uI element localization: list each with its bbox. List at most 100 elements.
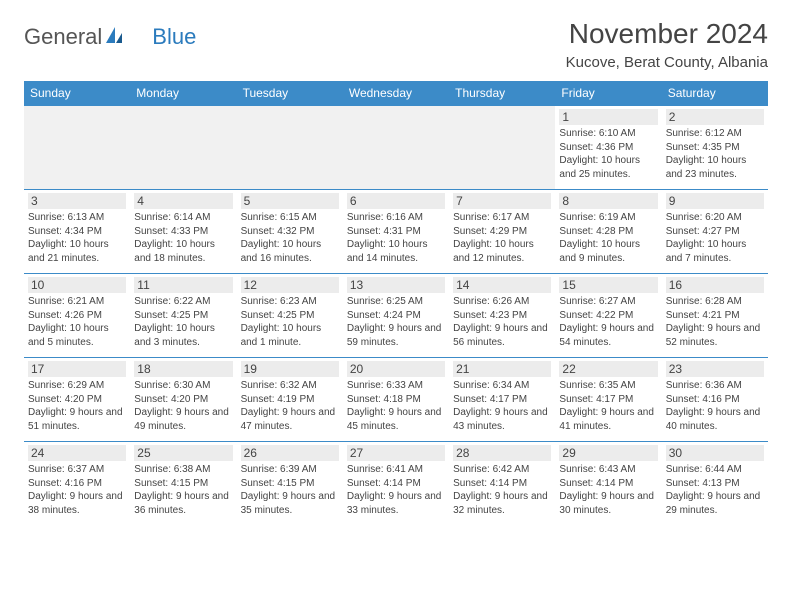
calendar-day: 30 Sunrise: 6:44 AMSunset: 4:13 PMDayligh…: [662, 442, 768, 526]
day-details: Sunrise: 6:36 AMSunset: 4:16 PMDaylight:…: [666, 379, 764, 433]
calendar-day: 12 Sunrise: 6:23 AMSunset: 4:25 PMDayligh…: [237, 274, 343, 358]
day-details: Sunrise: 6:25 AMSunset: 4:24 PMDaylight:…: [347, 295, 445, 349]
calendar-day: 1 Sunrise: 6:10 AMSunset: 4:36 PMDaylight…: [555, 106, 661, 190]
calendar-day: 19Sunrise: 6:32 AMSunset: 4:19 PMDayligh…: [237, 358, 343, 442]
calendar-day: 9Sunrise: 6:20 AMSunset: 4:27 PMDaylight…: [662, 190, 768, 274]
day-details: Sunrise: 6:13 AMSunset: 4:34 PMDaylight:…: [28, 211, 126, 265]
day-header: Sunday: [24, 81, 130, 106]
calendar-day: 20 Sunrise: 6:33 AMSunset: 4:18 PMDayligh…: [343, 358, 449, 442]
day-number: 11: [134, 277, 232, 293]
location: Kucove, Berat County, Albania: [566, 54, 768, 71]
day-number: 29: [559, 445, 657, 461]
calendar-day: 21 Sunrise: 6:34 AMSunset: 4:17 PMDayligh…: [449, 358, 555, 442]
calendar-week: 10 Sunrise: 6:21 AMSunset: 4:26 PMDayligh…: [24, 274, 768, 358]
calendar-week: 24 Sunrise: 6:37 AMSunset: 4:16 PMDayligh…: [24, 442, 768, 526]
sail-icon: [104, 25, 126, 50]
day-header: Wednesday: [343, 81, 449, 106]
day-number: 1: [559, 109, 657, 125]
day-details: Sunrise: 6:38 AMSunset: 4:15 PMDaylight:…: [134, 463, 232, 517]
empty-day: [343, 106, 449, 190]
day-details: Sunrise: 6:43 AMSunset: 4:14 PMDaylight:…: [559, 463, 657, 517]
day-details: Sunrise: 6:19 AMSunset: 4:28 PMDaylight:…: [559, 211, 657, 265]
day-number: 16: [666, 277, 764, 293]
calendar-day: 3Sunrise: 6:13 AMSunset: 4:34 PMDaylight…: [24, 190, 130, 274]
day-number: 2: [666, 109, 764, 125]
day-header: Thursday: [449, 81, 555, 106]
calendar-day: 4 Sunrise: 6:14 AMSunset: 4:33 PMDaylight…: [130, 190, 236, 274]
calendar-day: 10 Sunrise: 6:21 AMSunset: 4:26 PMDayligh…: [24, 274, 130, 358]
title-block: November 2024 Kucove, Berat County, Alba…: [566, 18, 768, 71]
calendar-day: 27 Sunrise: 6:41 AMSunset: 4:14 PMDayligh…: [343, 442, 449, 526]
day-details: Sunrise: 6:34 AMSunset: 4:17 PMDaylight:…: [453, 379, 551, 433]
day-details: Sunrise: 6:26 AMSunset: 4:23 PMDaylight:…: [453, 295, 551, 349]
calendar-day: 18 Sunrise: 6:30 AMSunset: 4:20 PMDayligh…: [130, 358, 236, 442]
day-details: Sunrise: 6:14 AMSunset: 4:33 PMDaylight:…: [134, 211, 232, 265]
logo: General Blue: [24, 24, 196, 50]
calendar-day: 5Sunrise: 6:15 AMSunset: 4:32 PMDaylight…: [237, 190, 343, 274]
day-details: Sunrise: 6:22 AMSunset: 4:25 PMDaylight:…: [134, 295, 232, 349]
calendar-day: 29 Sunrise: 6:43 AMSunset: 4:14 PMDayligh…: [555, 442, 661, 526]
empty-day: [24, 106, 130, 190]
month-title: November 2024: [566, 18, 768, 50]
empty-day: [130, 106, 236, 190]
day-details: Sunrise: 6:27 AMSunset: 4:22 PMDaylight:…: [559, 295, 657, 349]
day-number: 14: [453, 277, 551, 293]
calendar-day: 25 Sunrise: 6:38 AMSunset: 4:15 PMDayligh…: [130, 442, 236, 526]
day-number: 24: [28, 445, 126, 461]
logo-text-general: General: [24, 24, 102, 50]
header: General Blue November 2024 Kucove, Berat…: [24, 18, 768, 71]
day-number: 23: [666, 361, 764, 377]
day-number: 12: [241, 277, 339, 293]
day-details: Sunrise: 6:16 AMSunset: 4:31 PMDaylight:…: [347, 211, 445, 265]
calendar-day: 23 Sunrise: 6:36 AMSunset: 4:16 PMDayligh…: [662, 358, 768, 442]
day-number: 6: [347, 193, 445, 209]
day-details: Sunrise: 6:32 AMSunset: 4:19 PMDaylight:…: [241, 379, 339, 433]
calendar-day: 15Sunrise: 6:27 AMSunset: 4:22 PMDayligh…: [555, 274, 661, 358]
day-details: Sunrise: 6:35 AMSunset: 4:17 PMDaylight:…: [559, 379, 657, 433]
day-number: 10: [28, 277, 126, 293]
logo-text-blue: Blue: [152, 24, 196, 50]
day-number: 4: [134, 193, 232, 209]
calendar-day: 11 Sunrise: 6:22 AMSunset: 4:25 PMDayligh…: [130, 274, 236, 358]
day-number: 20: [347, 361, 445, 377]
calendar-day: 6 Sunrise: 6:16 AMSunset: 4:31 PMDaylight…: [343, 190, 449, 274]
calendar-day: 28 Sunrise: 6:42 AMSunset: 4:14 PMDayligh…: [449, 442, 555, 526]
day-details: Sunrise: 6:29 AMSunset: 4:20 PMDaylight:…: [28, 379, 126, 433]
day-header: Tuesday: [237, 81, 343, 106]
day-header: Friday: [555, 81, 661, 106]
day-details: Sunrise: 6:33 AMSunset: 4:18 PMDaylight:…: [347, 379, 445, 433]
day-details: Sunrise: 6:12 AMSunset: 4:35 PMDaylight:…: [666, 127, 764, 181]
day-number: 26: [241, 445, 339, 461]
day-number: 9: [666, 193, 764, 209]
day-number: 17: [28, 361, 126, 377]
day-details: Sunrise: 6:41 AMSunset: 4:14 PMDaylight:…: [347, 463, 445, 517]
calendar-week: 3Sunrise: 6:13 AMSunset: 4:34 PMDaylight…: [24, 190, 768, 274]
day-details: Sunrise: 6:21 AMSunset: 4:26 PMDaylight:…: [28, 295, 126, 349]
day-details: Sunrise: 6:42 AMSunset: 4:14 PMDaylight:…: [453, 463, 551, 517]
calendar-day: 26Sunrise: 6:39 AMSunset: 4:15 PMDayligh…: [237, 442, 343, 526]
day-number: 7: [453, 193, 551, 209]
day-number: 28: [453, 445, 551, 461]
calendar-day: 8Sunrise: 6:19 AMSunset: 4:28 PMDaylight…: [555, 190, 661, 274]
day-details: Sunrise: 6:30 AMSunset: 4:20 PMDaylight:…: [134, 379, 232, 433]
day-details: Sunrise: 6:10 AMSunset: 4:36 PMDaylight:…: [559, 127, 657, 181]
day-details: Sunrise: 6:23 AMSunset: 4:25 PMDaylight:…: [241, 295, 339, 349]
day-details: Sunrise: 6:37 AMSunset: 4:16 PMDaylight:…: [28, 463, 126, 517]
day-number: 13: [347, 277, 445, 293]
empty-day: [449, 106, 555, 190]
calendar-day: 16Sunrise: 6:28 AMSunset: 4:21 PMDayligh…: [662, 274, 768, 358]
day-number: 18: [134, 361, 232, 377]
day-details: Sunrise: 6:44 AMSunset: 4:13 PMDaylight:…: [666, 463, 764, 517]
day-number: 22: [559, 361, 657, 377]
day-details: Sunrise: 6:15 AMSunset: 4:32 PMDaylight:…: [241, 211, 339, 265]
calendar-day: 24 Sunrise: 6:37 AMSunset: 4:16 PMDayligh…: [24, 442, 130, 526]
day-details: Sunrise: 6:17 AMSunset: 4:29 PMDaylight:…: [453, 211, 551, 265]
day-number: 27: [347, 445, 445, 461]
day-header-row: SundayMondayTuesdayWednesdayThursdayFrid…: [24, 81, 768, 106]
day-header: Saturday: [662, 81, 768, 106]
day-number: 30: [666, 445, 764, 461]
calendar-day: 2 Sunrise: 6:12 AMSunset: 4:35 PMDaylight…: [662, 106, 768, 190]
day-number: 21: [453, 361, 551, 377]
calendar-day: 14 Sunrise: 6:26 AMSunset: 4:23 PMDayligh…: [449, 274, 555, 358]
day-number: 25: [134, 445, 232, 461]
